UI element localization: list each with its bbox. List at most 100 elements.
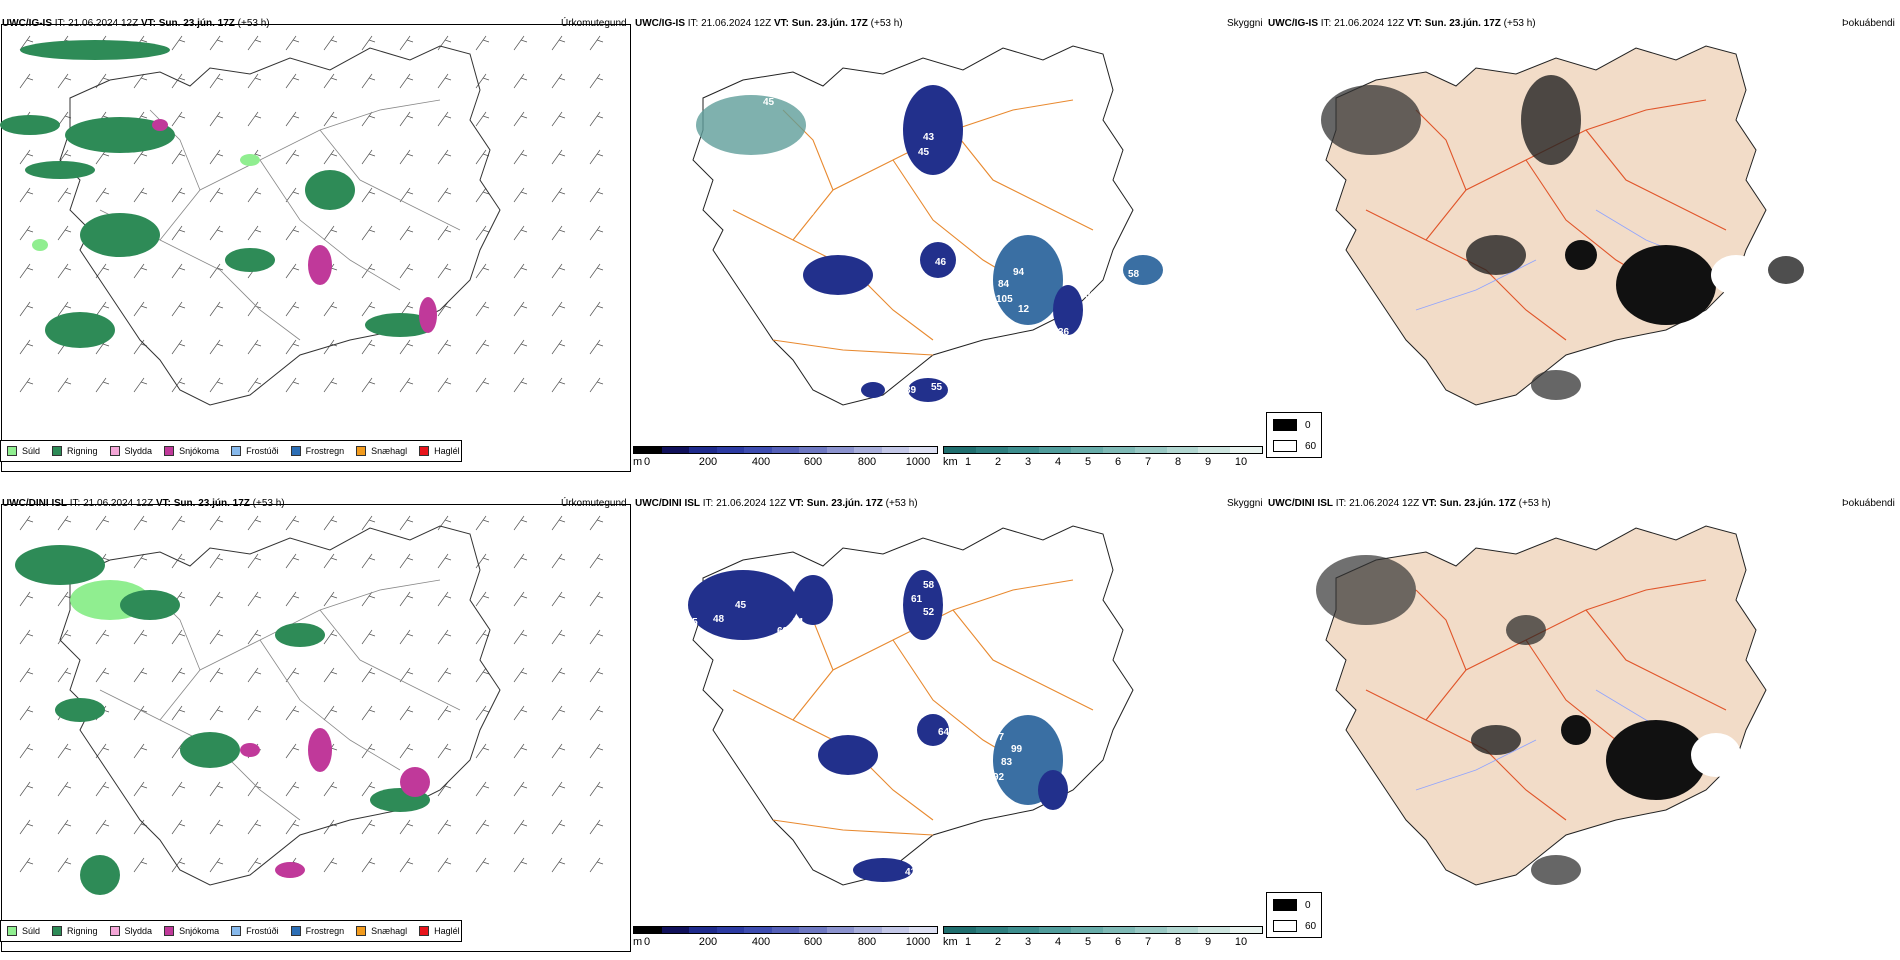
cloud-base-map: 136 45 48 68 71 105 58 61 52 160 42 64 7… [681,525,1134,886]
cloud-patches [688,570,1068,882]
wind-barb [437,819,452,835]
wind-barb [399,263,414,279]
wind-barb [133,187,148,203]
wind-barb [437,667,452,683]
wind-barb [437,301,452,317]
wind-barb [589,781,604,797]
wind-barb [171,781,186,797]
cloud-value-label: 83 [1001,757,1013,768]
colorbar-tick: 2 [994,456,1002,468]
wind-barb [475,377,490,393]
wind-barb [19,857,34,873]
wind-barb [95,263,110,279]
legend-item: Haglél [419,446,460,456]
fog-map [1321,45,1804,406]
wind-barb [95,149,110,165]
colorbar-cell [1230,447,1262,453]
wind-barb [209,515,224,531]
colorbar-tick: 1000 [905,456,931,468]
colorbar-tick: 1 [964,936,972,948]
wind-barb [589,667,604,683]
wind-barb [133,263,148,279]
wind-barb [57,629,72,645]
legend-item: Súld [7,926,40,936]
wind-barb [19,377,34,393]
legend-swatch [290,446,301,456]
wind-barb [209,301,224,317]
wind-barb [475,263,490,279]
colorbar-tick: 8 [1174,456,1182,468]
wind-barb [209,73,224,89]
iceland-outline [692,525,1134,886]
cloud-value-label: 105 [996,294,1013,305]
wind-barb [361,187,376,203]
wind-barb [57,73,72,89]
wind-barb [361,705,376,721]
colorbar-cell [975,927,1008,933]
wind-barb [285,553,300,569]
wind-barb [19,819,34,835]
cloud-value-label: 36 [1058,327,1070,338]
colorbar-tick: 6 [1114,456,1122,468]
wind-barb [551,667,566,683]
wind-barb [95,629,110,645]
wind-barb [19,629,34,645]
precip-blobs [15,545,430,895]
wind-barb [399,591,414,607]
wind-barb [437,339,452,355]
legend-swatch [164,926,175,936]
wind-barb [437,743,452,759]
wind-barb [399,149,414,165]
wind-barb [57,591,72,607]
cloud-value-label: 136 [783,562,800,573]
wind-barb [285,187,300,203]
wind-barb [95,187,110,203]
precip-type-label: Úrkomutegund [561,498,627,509]
cloud-patches [696,85,1163,402]
wind-barb [323,35,338,51]
wind-barb [551,35,566,51]
wind-barb [285,149,300,165]
wind-barb [399,857,414,873]
colorbar-cell [799,927,827,933]
wind-barb [19,149,34,165]
wind-barb [361,857,376,873]
wind-barb [323,781,338,797]
precip-type-label: Úrkomutegund [561,18,627,29]
wind-barb [437,629,452,645]
wind-barb [399,667,414,683]
colorbar-cell [881,447,910,453]
wind-barb [589,339,604,355]
wind-barb [475,553,490,569]
wind-barb [551,781,566,797]
cloud-value-label: 45 [763,97,775,108]
colorbar-tick: 5 [1084,456,1092,468]
colorbar-tick: 600 [803,456,823,468]
wind-barb [589,35,604,51]
panel-title: UWC/DINI ISL IT: 21.06.2024 12Z VT: Sun.… [2,498,285,509]
colorbar-cell [661,447,690,453]
wind-barb [513,667,528,683]
wind-barb [551,629,566,645]
wind-barb [361,667,376,683]
cloud-value-label: 58 [1128,269,1140,280]
wind-barb [323,553,338,569]
wind-barb [513,149,528,165]
wind-barb [361,377,376,393]
legend-swatch [290,926,301,936]
wind-barb [323,111,338,127]
cloud-value-label: 48 [713,614,725,625]
colorbar-cell [1134,447,1167,453]
wind-barb [171,629,186,645]
fog-legend-swatch-dark [1273,899,1297,911]
wind-barb [171,301,186,317]
wind-barb [285,301,300,317]
colorbar-tick: 2 [994,936,1002,948]
wind-barb [361,553,376,569]
wind-barb [19,743,34,759]
cloud-value-label: 160 [921,660,938,671]
wind-barb [475,73,490,89]
wind-barb [513,35,528,51]
colorbar-tick: 200 [698,936,718,948]
legend-item: Frostregn [290,446,344,456]
